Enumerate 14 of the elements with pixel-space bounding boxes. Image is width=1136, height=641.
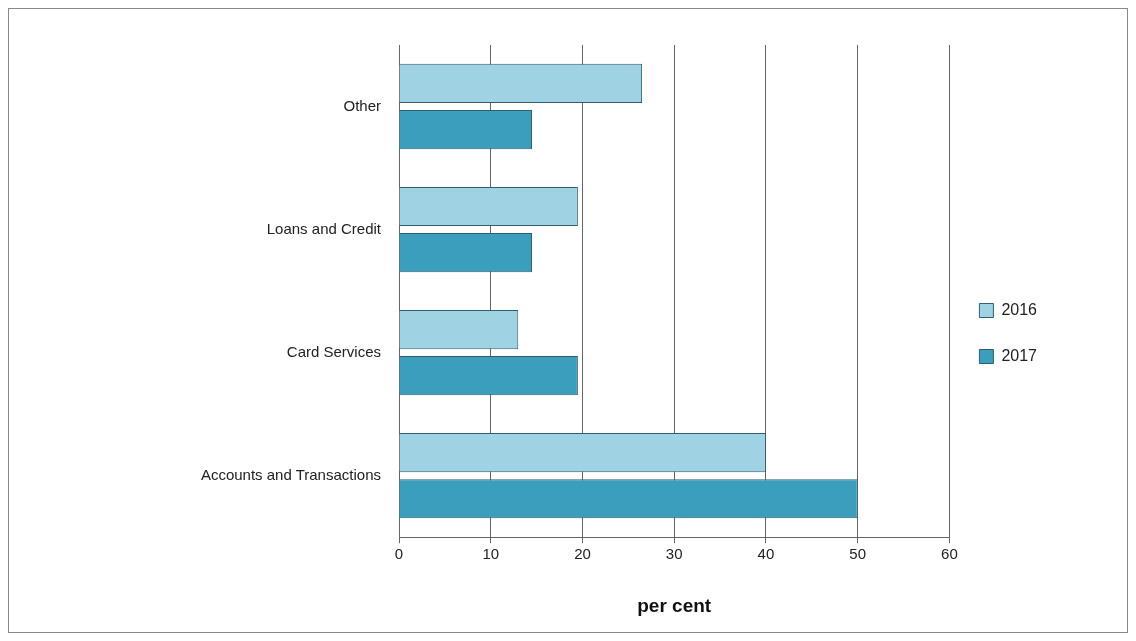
x-tick-label: 40 xyxy=(757,545,775,563)
x-axis-title: per cent xyxy=(637,594,712,616)
x-tick-label: 10 xyxy=(482,545,500,563)
x-tick-label: 20 xyxy=(574,545,591,563)
x-tick-label: 0 xyxy=(394,545,404,563)
y-tick-label: Accounts and Transactions xyxy=(200,465,381,483)
y-tick-label: Loans and Credit xyxy=(266,219,382,237)
y-tick-label: Other xyxy=(343,96,381,114)
x-tick-label: 60 xyxy=(941,545,958,563)
x-tick-label: 30 xyxy=(665,545,683,563)
legend-label: 2016 xyxy=(1001,300,1038,318)
x-tick-label: 50 xyxy=(849,545,867,563)
y-tick-label: Card Services xyxy=(286,342,381,360)
legend-label: 2017 xyxy=(1001,346,1038,364)
